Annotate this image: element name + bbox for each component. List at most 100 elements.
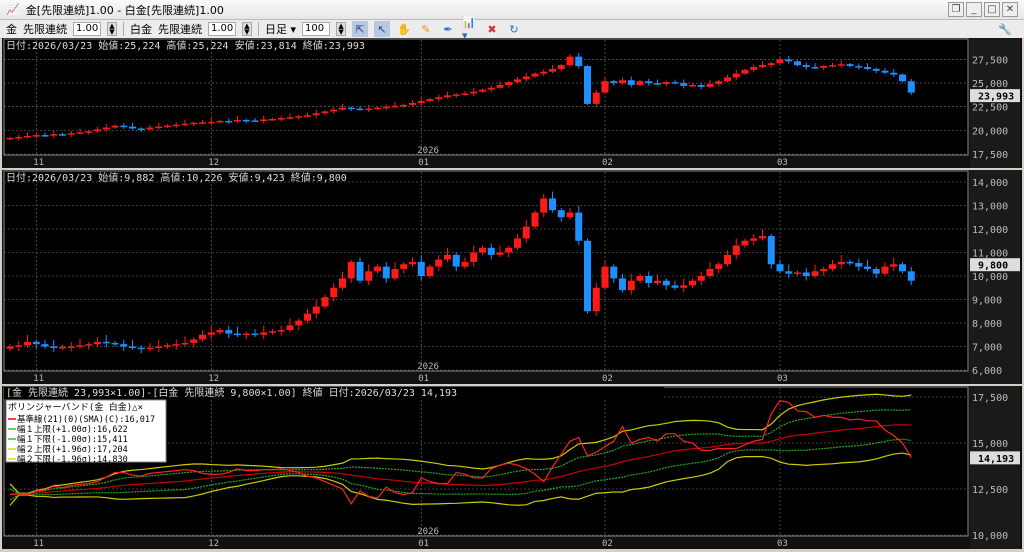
- candle-down: [129, 346, 136, 348]
- count-spinner[interactable]: ▲ ▼: [336, 22, 347, 36]
- last-price-box: [970, 89, 1020, 103]
- candle-up: [155, 346, 163, 348]
- period-value: 日足: [265, 23, 287, 36]
- candle-down: [251, 333, 259, 336]
- candle-up: [776, 59, 784, 64]
- ohlc-info: 日付:2026/03/23 始値:25,224 高値:25,224 安値:23,…: [6, 39, 365, 52]
- minimize-button[interactable]: _: [966, 2, 982, 17]
- candle-up: [435, 97, 443, 100]
- bar-chart-icon[interactable]: 📊▾: [462, 16, 476, 42]
- legend-item: 幅２上限(+1.96σ):17,204: [17, 444, 128, 455]
- multiplier1-spinner[interactable]: ▲ ▼: [107, 22, 117, 36]
- y-tick-label: 22,500: [972, 103, 1008, 114]
- candle-up: [242, 333, 250, 336]
- pen-icon[interactable]: ✒: [443, 22, 453, 36]
- candle-down: [680, 83, 688, 86]
- candle-down: [899, 74, 906, 82]
- candle-down: [767, 236, 775, 265]
- candle-down: [356, 261, 364, 281]
- candle-up: [689, 84, 696, 87]
- multiplier1-input[interactable]: 1.00: [73, 22, 101, 36]
- close-button[interactable]: ✕: [1002, 2, 1018, 17]
- candle-up: [461, 93, 469, 95]
- candle-up: [269, 331, 276, 333]
- candle-up: [286, 117, 294, 119]
- candle-down: [890, 72, 898, 75]
- candle-up: [15, 136, 23, 139]
- y-tick-label: 25,000: [972, 79, 1008, 90]
- candle-down: [785, 59, 793, 62]
- x-tick-label: 11: [33, 158, 44, 168]
- candle-up: [146, 127, 154, 130]
- band-upper-2: [9, 393, 912, 494]
- window-title: 金[先限連続]1.00 - 白金[先限連続]1.00: [25, 3, 224, 17]
- candle-down: [645, 276, 653, 284]
- hand-icon[interactable]: ✋: [397, 22, 411, 36]
- candle-up: [76, 132, 84, 134]
- y-axis: [970, 170, 1020, 384]
- candle-up: [890, 264, 898, 267]
- candle-up: [94, 341, 101, 345]
- candle-up: [6, 137, 14, 140]
- candle-down: [137, 128, 145, 130]
- settings-wrench-icon[interactable]: 🔧: [998, 22, 1012, 36]
- candle-up: [260, 119, 268, 121]
- count-input[interactable]: 100: [302, 22, 331, 36]
- candle-up: [461, 261, 469, 267]
- platinum-chart-panel[interactable]: 6,000 7,000 8,000 9,000 10,000 11,000 12,000 13…: [2, 170, 1022, 384]
- candle-up: [654, 280, 661, 284]
- maximize-button[interactable]: □: [984, 2, 1000, 17]
- candle-up: [741, 69, 749, 74]
- refresh-icon[interactable]: ↻: [509, 22, 519, 36]
- symbol1-label: 金: [6, 23, 17, 36]
- symbol2-label: 白金: [130, 23, 152, 36]
- spread-chart-panel[interactable]: 10,000 12,500 15,000 17,500 11 12 01 2026 02 03 [金…: [2, 386, 1022, 549]
- candle-up: [260, 332, 268, 335]
- candle-up: [181, 342, 189, 345]
- candle-up: [522, 76, 530, 80]
- y-axis: [970, 38, 1020, 168]
- legend-box: [5, 399, 167, 463]
- candle-up: [522, 226, 530, 239]
- candle-down: [575, 56, 583, 67]
- y-tick-label: 15,000: [972, 439, 1008, 450]
- candle-up: [164, 345, 171, 347]
- multiplier2-spinner[interactable]: ▲ ▼: [242, 22, 252, 36]
- restore-button[interactable]: ❐: [948, 2, 964, 17]
- multiplier2-input[interactable]: 1.00: [208, 22, 236, 36]
- candle-up: [496, 252, 504, 255]
- candle-up: [619, 80, 626, 84]
- candle-up: [881, 266, 889, 274]
- candle-down: [794, 61, 801, 66]
- period-dropdown[interactable]: 日足 ▾: [265, 23, 297, 36]
- pointer-icon[interactable]: ↖: [374, 21, 391, 37]
- candle-up: [444, 95, 451, 98]
- candle-up: [76, 345, 84, 347]
- candle-down: [864, 266, 871, 269]
- candle-up: [479, 247, 486, 253]
- candle-up: [190, 122, 198, 125]
- candle-up: [172, 344, 180, 346]
- delete-lines-icon[interactable]: ✖: [487, 22, 497, 36]
- candle-down: [846, 64, 854, 67]
- candle-up: [601, 266, 609, 288]
- pencil-icon[interactable]: ✎: [421, 22, 431, 36]
- year-label: 2026: [417, 527, 439, 537]
- legend-title: ボリンジャーバンド(金 白金)△×: [8, 401, 143, 413]
- x-tick-label: 03: [777, 539, 788, 549]
- candle-up: [15, 345, 23, 347]
- candle-down: [776, 264, 784, 272]
- candle-up: [767, 63, 775, 66]
- candle-up: [435, 259, 443, 267]
- y-tick-label: 12,000: [972, 225, 1008, 236]
- candle-up: [24, 341, 31, 346]
- gold-chart-panel[interactable]: 17,500 20,000 22,500 25,000 27,500 11 12 01 2026…: [2, 38, 1022, 168]
- candle-up: [540, 198, 548, 213]
- candle-down: [452, 254, 460, 267]
- candle-down: [881, 70, 889, 73]
- candle-up: [391, 105, 399, 108]
- candle-down: [802, 65, 810, 68]
- candle-down: [129, 126, 136, 129]
- crosshair-icon[interactable]: ⇱: [352, 21, 369, 37]
- candle-down: [584, 240, 591, 312]
